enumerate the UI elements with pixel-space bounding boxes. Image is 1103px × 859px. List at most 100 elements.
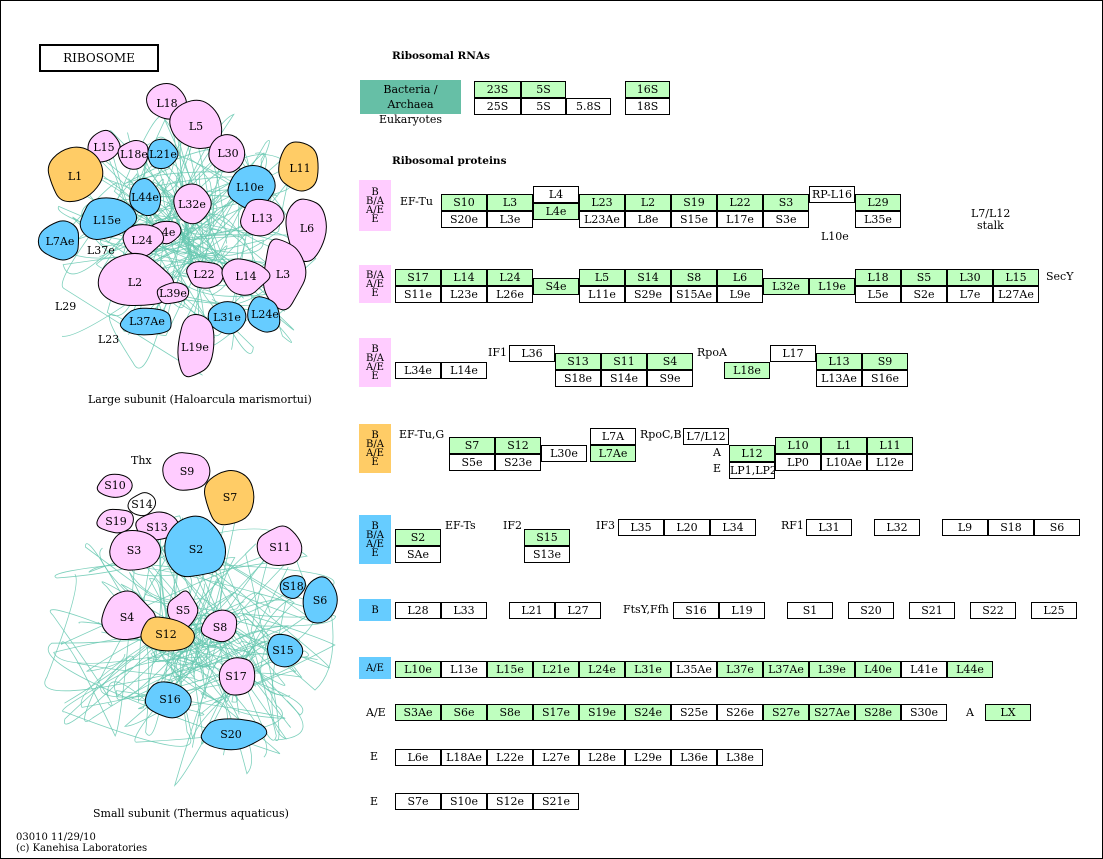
protein-box-l41e[interactable]: L41e <box>901 661 947 678</box>
protein-box-s5e[interactable]: S5e <box>449 454 495 471</box>
protein-box-l2[interactable]: L2 <box>625 194 671 211</box>
protein-box-s4e[interactable]: S4e <box>533 278 579 295</box>
protein-box-s25e[interactable]: S25e <box>671 704 717 721</box>
protein-box-l13[interactable]: L13 <box>816 353 862 370</box>
protein-box-l36e[interactable]: L36e <box>671 749 717 766</box>
protein-box-s18[interactable]: S18 <box>988 519 1034 536</box>
protein-box-s21e[interactable]: S21e <box>533 793 579 810</box>
protein-box-l17e[interactable]: L17e <box>717 211 763 228</box>
rna-box-5s[interactable]: 5S <box>521 81 566 98</box>
protein-box-l40e[interactable]: L40e <box>855 661 901 678</box>
protein-box-l12[interactable]: L12 <box>729 445 775 462</box>
rna-box-25s[interactable]: 25S <box>474 98 521 115</box>
protein-box-l35e[interactable]: L35e <box>855 211 901 228</box>
large-subunit-shape-l1[interactable] <box>47 146 104 203</box>
protein-box-s3e[interactable]: S3e <box>763 211 809 228</box>
small-subunit-shape-s2[interactable] <box>164 515 227 578</box>
protein-box-l29[interactable]: L29 <box>855 194 901 211</box>
protein-box-l44e[interactable]: L44e <box>947 661 993 678</box>
protein-box-l1[interactable]: L1 <box>821 437 867 454</box>
protein-box-s18e[interactable]: S18e <box>555 370 601 387</box>
protein-box-l39e[interactable]: L39e <box>809 661 855 678</box>
protein-box-l17[interactable]: L17 <box>770 345 816 362</box>
protein-box-l25[interactable]: L25 <box>1031 602 1077 619</box>
protein-box-s2e[interactable]: S2e <box>901 286 947 303</box>
protein-box-l23ae[interactable]: L23Ae <box>579 211 625 228</box>
large-subunit-shape-l32e[interactable] <box>173 183 212 225</box>
protein-box-l22[interactable]: L22 <box>717 194 763 211</box>
protein-box-s3ae[interactable]: S3Ae <box>395 704 441 721</box>
protein-box-s21[interactable]: S21 <box>909 602 955 619</box>
protein-box-l7a[interactable]: L7A <box>590 428 636 445</box>
protein-box-l11e[interactable]: L11e <box>579 286 625 303</box>
small-subunit-shape-s12[interactable] <box>140 616 195 652</box>
rna-box-16s[interactable]: 16S <box>625 81 670 98</box>
protein-box-s7e[interactable]: S7e <box>395 793 441 810</box>
protein-box-l11[interactable]: L11 <box>867 437 913 454</box>
rna-box-5s[interactable]: 5S <box>521 98 566 115</box>
protein-box-l35ae[interactable]: L35Ae <box>671 661 717 678</box>
protein-box-s26e[interactable]: S26e <box>717 704 763 721</box>
protein-box-l33[interactable]: L33 <box>441 602 487 619</box>
protein-box-s19[interactable]: S19 <box>671 194 717 211</box>
protein-box-l5[interactable]: L5 <box>579 269 625 286</box>
large-subunit-shape-l44e[interactable] <box>129 178 162 217</box>
protein-box-s12e[interactable]: S12e <box>487 793 533 810</box>
protein-box-s9[interactable]: S9 <box>862 353 908 370</box>
protein-box-l27e[interactable]: L27e <box>533 749 579 766</box>
protein-box-l15[interactable]: L15 <box>993 269 1039 286</box>
large-subunit-shape-l11[interactable] <box>278 141 319 192</box>
small-subunit-shape-s7[interactable] <box>204 470 255 526</box>
protein-box-l18ae[interactable]: L18Ae <box>441 749 487 766</box>
protein-box-lp0[interactable]: LP0 <box>775 454 821 471</box>
small-subunit-shape-s19[interactable] <box>96 508 134 534</box>
protein-box-l21[interactable]: L21 <box>509 602 555 619</box>
small-subunit-shape-s18[interactable] <box>279 575 306 599</box>
protein-box-l27ae[interactable]: L27Ae <box>993 286 1039 303</box>
protein-box-s22[interactable]: S22 <box>970 602 1016 619</box>
protein-box-l18e[interactable]: L18e <box>724 362 770 379</box>
protein-box-l6e[interactable]: L6e <box>395 749 441 766</box>
protein-box-l27[interactable]: L27 <box>555 602 601 619</box>
protein-box-l7e[interactable]: L7e <box>947 286 993 303</box>
small-subunit-shape-s17[interactable] <box>218 657 256 696</box>
protein-box-l3e[interactable]: L3e <box>487 211 533 228</box>
protein-box-l8e[interactable]: L8e <box>625 211 671 228</box>
protein-box-s28e[interactable]: S28e <box>855 704 901 721</box>
rna-box-5-8s[interactable]: 5.8S <box>566 98 611 115</box>
protein-box-rp-l16[interactable]: RP-L16 <box>809 186 855 203</box>
protein-box-s15[interactable]: S15 <box>524 529 570 546</box>
protein-box-s7[interactable]: S7 <box>449 437 495 454</box>
protein-box-l29e[interactable]: L29e <box>625 749 671 766</box>
protein-box-l19[interactable]: L19 <box>719 602 765 619</box>
protein-box-l13e[interactable]: L13e <box>441 661 487 678</box>
protein-box-s20e[interactable]: S20e <box>441 211 487 228</box>
small-subunit-shape-s8[interactable] <box>200 609 238 643</box>
large-subunit-shape-l18e[interactable] <box>117 140 149 170</box>
small-subunit-shape-s16[interactable] <box>144 681 192 719</box>
protein-box-s14e[interactable]: S14e <box>601 370 647 387</box>
small-subunit-shape-s11[interactable] <box>256 525 303 566</box>
small-subunit-shape-s6[interactable] <box>302 576 338 624</box>
protein-box-s15e[interactable]: S15e <box>671 211 717 228</box>
protein-box-s17[interactable]: S17 <box>395 269 441 286</box>
protein-box-l31[interactable]: L31 <box>806 519 852 536</box>
large-subunit-shape-l24e[interactable] <box>247 296 281 333</box>
protein-box-l30e[interactable]: L30e <box>541 445 587 462</box>
rna-box-23s[interactable]: 23S <box>474 81 521 98</box>
protein-box-s27ae[interactable]: S27Ae <box>809 704 855 721</box>
protein-box-s10e[interactable]: S10e <box>441 793 487 810</box>
protein-box-l36[interactable]: L36 <box>509 345 555 362</box>
protein-box-l34e[interactable]: L34e <box>395 362 441 379</box>
small-subunit-shape-s3[interactable] <box>109 530 162 571</box>
protein-box-l7ae[interactable]: L7Ae <box>590 445 636 462</box>
protein-box-s13e[interactable]: S13e <box>524 546 570 563</box>
protein-box-l15e[interactable]: L15e <box>487 661 533 678</box>
protein-box-l24e[interactable]: L24e <box>579 661 625 678</box>
rna-box-18s[interactable]: 18S <box>625 98 670 115</box>
protein-box-l34[interactable]: L34 <box>710 519 756 536</box>
small-subunit-shape-s10[interactable] <box>96 473 133 498</box>
protein-box-l37e[interactable]: L37e <box>717 661 763 678</box>
protein-box-l9[interactable]: L9 <box>942 519 988 536</box>
protein-box-s20[interactable]: S20 <box>848 602 894 619</box>
